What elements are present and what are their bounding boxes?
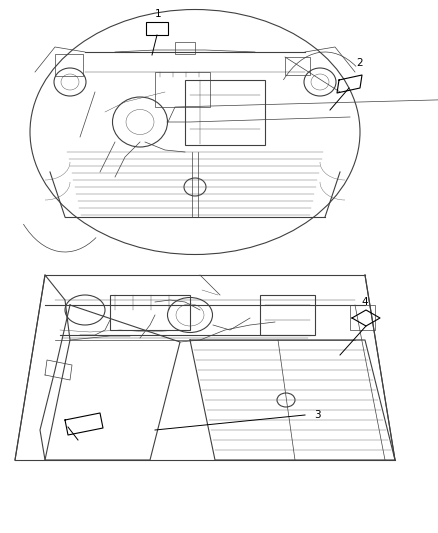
Bar (155, 72, 210, 107)
Text: 4: 4 (362, 297, 368, 307)
Text: 3: 3 (314, 410, 320, 420)
Bar (260, 295, 315, 335)
Bar (285, 57, 310, 75)
Bar (175, 42, 195, 54)
Bar (55, 54, 83, 76)
Bar (110, 295, 190, 330)
Text: 1: 1 (155, 9, 161, 19)
Bar (185, 80, 265, 145)
Bar (146, 22, 168, 35)
Text: 2: 2 (357, 58, 363, 68)
Bar (350, 305, 375, 330)
